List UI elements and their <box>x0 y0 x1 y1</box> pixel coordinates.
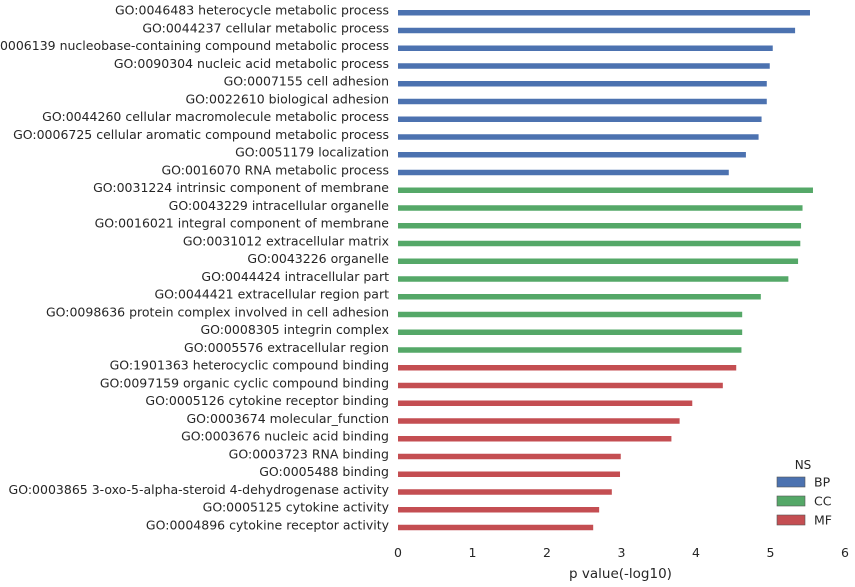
category-labels: GO:0046483 heterocycle metabolic process… <box>0 3 390 533</box>
bars <box>398 10 813 531</box>
category-label: GO:0005576 extracellular region <box>184 340 389 355</box>
x-tick-label: 0 <box>394 545 402 560</box>
bar-bp <box>398 10 810 16</box>
legend-label-mf: MF <box>814 513 832 528</box>
legend-title: NS <box>795 458 812 472</box>
category-label: GO:0007155 cell adhesion <box>224 74 389 89</box>
legend-swatch-cc <box>776 495 806 507</box>
bar-cc <box>398 187 813 193</box>
bar-mf <box>398 453 621 460</box>
legend-label-cc: CC <box>814 494 832 509</box>
category-label: GO:0043226 organelle <box>247 251 389 266</box>
bar-cc <box>398 258 799 264</box>
category-label: GO:0022610 biological adhesion <box>186 91 390 106</box>
bar-bp <box>398 63 770 69</box>
category-label: GO:0097159 organic cyclic compound bindi… <box>100 375 389 390</box>
bar-bp <box>398 27 796 34</box>
bar-bp <box>398 134 759 140</box>
category-label: GO:0031224 intrinsic component of membra… <box>93 180 389 195</box>
bar-cc <box>398 329 743 335</box>
category-label: GO:0016021 integral component of membran… <box>95 216 390 231</box>
bar-cc <box>398 240 801 247</box>
category-label: GO:0003674 molecular_function <box>186 411 389 426</box>
bar-bp <box>398 45 773 51</box>
category-label: GO:0006139 nucleobase-containing compoun… <box>0 38 389 53</box>
legend-label-bp: BP <box>814 475 831 490</box>
category-label: GO:0044260 cellular macromolecule metabo… <box>42 109 389 124</box>
bar-bp <box>398 81 767 87</box>
category-label: GO:0098636 protein complex involved in c… <box>46 304 389 319</box>
bar-mf <box>398 418 680 424</box>
category-label: GO:0003865 3-oxo-5-alpha-steroid 4-dehyd… <box>9 482 390 497</box>
category-label: GO:0005488 binding <box>259 464 389 479</box>
x-tick-label: 1 <box>469 545 477 560</box>
x-axis-title: p value(-log10) <box>569 566 672 582</box>
category-label: GO:0008305 integrin complex <box>200 322 389 337</box>
x-tick-label: 5 <box>767 545 775 560</box>
category-label: GO:0016070 RNA metabolic process <box>161 162 389 177</box>
legend-swatch-bp <box>776 476 806 488</box>
bar-mf <box>398 507 600 513</box>
bar-bp <box>398 169 729 176</box>
category-label: GO:1901363 heterocyclic compound binding <box>110 358 389 373</box>
x-axis-ticks: 0 1 2 3 4 5 6 <box>394 545 849 560</box>
bar-mf <box>398 524 594 531</box>
bar-mf <box>398 471 621 477</box>
category-label: GO:0051179 localization <box>235 145 389 160</box>
bar-cc <box>398 294 761 300</box>
category-label: GO:0043229 intracellular organelle <box>169 198 390 213</box>
category-label: GO:0004896 cytokine receptor activity <box>146 517 390 532</box>
category-label: GO:0090304 nucleic acid metabolic proces… <box>114 56 389 71</box>
category-label: GO:0044424 intracellular part <box>201 269 389 284</box>
bar-mf <box>398 400 693 406</box>
category-label: GO:0005125 cytokine activity <box>203 500 390 515</box>
category-label: GO:0003723 RNA binding <box>229 446 389 461</box>
bar-mf <box>398 489 612 495</box>
bar-bp <box>398 98 767 105</box>
category-label: GO:0046483 heterocycle metabolic process <box>115 3 389 18</box>
category-label: GO:0003676 nucleic acid binding <box>181 429 389 444</box>
legend-swatch-mf <box>776 514 806 526</box>
bar-cc <box>398 347 742 353</box>
category-label: GO:0044237 cellular metabolic process <box>142 20 389 35</box>
x-tick-label: 3 <box>618 545 626 560</box>
legend: NS BP CC MF <box>776 458 832 528</box>
category-label: GO:0044421 extracellular region part <box>154 287 389 302</box>
bar-cc <box>398 223 802 229</box>
bar-bp <box>398 152 746 158</box>
x-tick-label: 6 <box>841 545 849 560</box>
x-tick-label: 2 <box>543 545 551 560</box>
category-label: GO:0006725 cellular aromatic compound me… <box>13 127 389 142</box>
bar-mf <box>398 436 672 442</box>
bar-cc <box>398 311 743 318</box>
bar-mf <box>398 365 737 371</box>
bar-bp <box>398 116 762 122</box>
bar-mf <box>398 382 723 389</box>
bar-cc <box>398 205 803 211</box>
category-label: GO:0005126 cytokine receptor binding <box>145 393 389 408</box>
x-tick-label: 4 <box>692 545 700 560</box>
category-label: GO:0031012 extracellular matrix <box>183 233 389 248</box>
bar-cc <box>398 276 789 282</box>
